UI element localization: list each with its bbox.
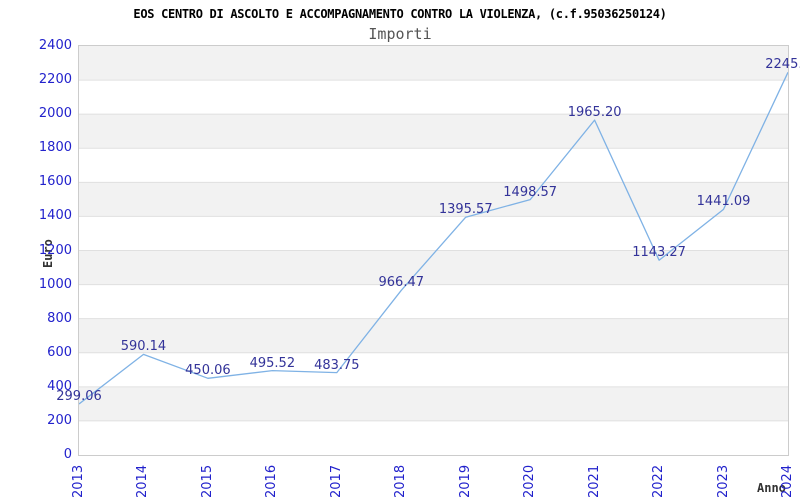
plot-band xyxy=(79,420,788,455)
y-tick-label: 1000 xyxy=(38,276,72,292)
x-tick-label: 2018 xyxy=(393,464,409,498)
data-point-label: 299.06 xyxy=(56,389,102,405)
y-tick-label: 1200 xyxy=(38,242,72,258)
x-tick-label: 2021 xyxy=(586,464,602,498)
plot-band xyxy=(79,386,788,421)
y-tick-label: 1800 xyxy=(38,140,72,156)
data-point-label: 1395.57 xyxy=(438,202,493,218)
x-tick-label: 2013 xyxy=(71,464,86,498)
plot-band xyxy=(79,80,788,115)
y-tick-label: 200 xyxy=(47,412,72,428)
plot-area xyxy=(78,45,789,456)
plot-band xyxy=(79,284,788,319)
data-point-label: 966.47 xyxy=(378,275,425,291)
y-tick-label: 800 xyxy=(47,310,72,326)
x-tick-label: 2024 xyxy=(780,464,795,498)
x-tick-label: 2022 xyxy=(651,464,667,498)
x-tick-label: 2019 xyxy=(457,464,473,498)
data-point-label: 483.75 xyxy=(314,357,360,373)
plot-band xyxy=(79,148,788,183)
plot-band xyxy=(79,114,788,149)
plot-band xyxy=(79,250,788,285)
data-point-label: 1965.20 xyxy=(567,105,622,121)
x-axis-label: Anno xyxy=(757,481,786,495)
series-line xyxy=(79,72,788,405)
y-tick-label: 400 xyxy=(47,378,72,394)
data-point-label: 495.52 xyxy=(249,355,296,371)
y-tick-label: 2000 xyxy=(38,106,72,122)
x-tick-label: 2020 xyxy=(522,464,538,498)
plot-band xyxy=(79,352,788,387)
chart-title: EOS CENTRO DI ASCOLTO E ACCOMPAGNAMENTO … xyxy=(133,7,667,21)
plot-band xyxy=(79,216,788,251)
y-tick-label: 600 xyxy=(47,344,72,360)
data-point-label: 1498.57 xyxy=(503,184,558,200)
y-tick-label: 1600 xyxy=(38,174,72,190)
data-point-label: 590.14 xyxy=(120,339,167,355)
data-point-label: 1441.09 xyxy=(696,194,751,210)
x-tick-label: 2023 xyxy=(715,464,731,498)
y-tick-label: 2200 xyxy=(38,72,72,88)
y-tick-label: 1400 xyxy=(38,208,72,224)
plot-band xyxy=(79,46,788,81)
x-tick-label: 2017 xyxy=(328,464,344,498)
x-tick-label: 2016 xyxy=(264,464,280,498)
x-tick-label: 2014 xyxy=(135,464,151,498)
plot-band xyxy=(79,318,788,353)
data-point-label: 2245.8 xyxy=(765,57,800,73)
data-point-label: 450.06 xyxy=(185,363,231,379)
x-tick-label: 2015 xyxy=(199,464,215,498)
line-series-svg xyxy=(79,46,788,455)
chart-subtitle: Importi xyxy=(368,25,432,43)
y-tick-label: 2400 xyxy=(38,38,72,53)
plot-band xyxy=(79,182,788,217)
data-point-label: 1143.27 xyxy=(632,245,686,261)
y-tick-label: 0 xyxy=(63,447,72,462)
